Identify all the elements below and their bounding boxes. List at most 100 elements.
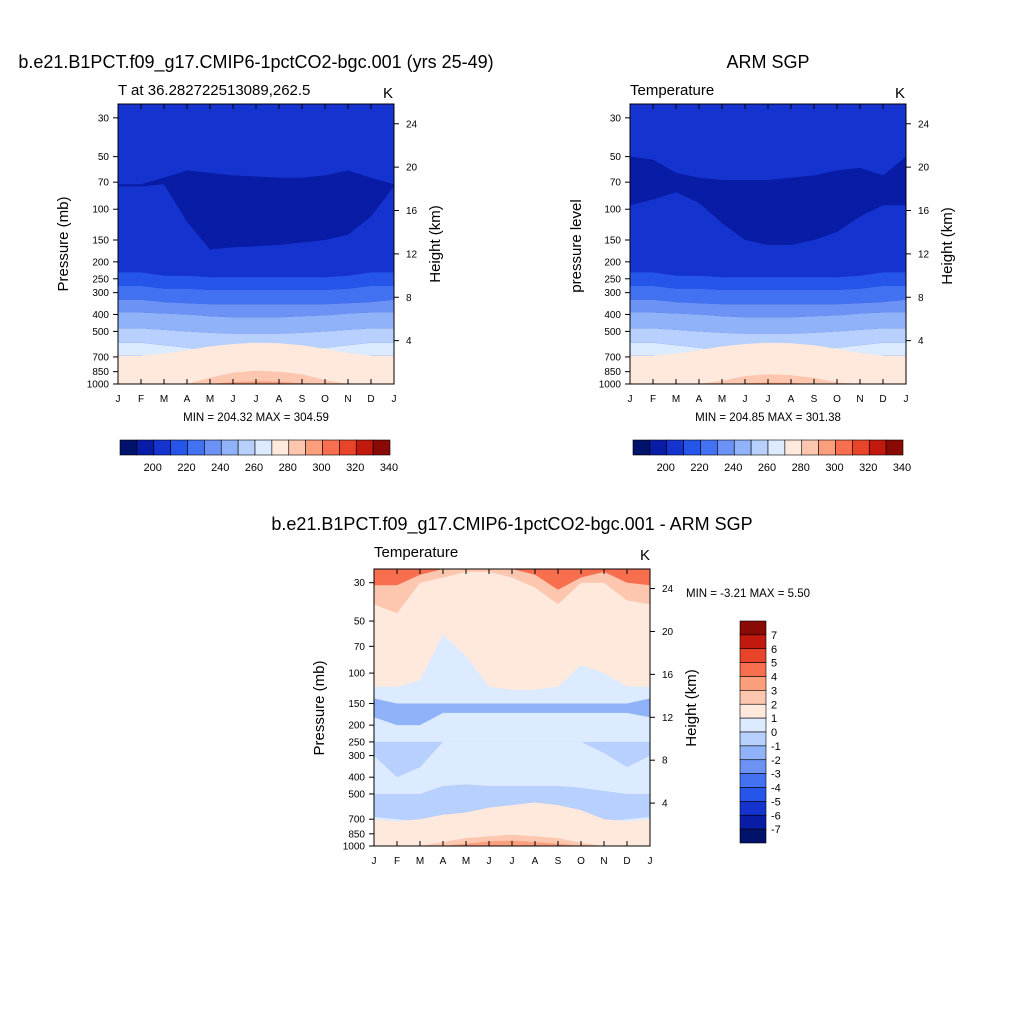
contour-band-4 bbox=[630, 286, 906, 305]
colorbar-label: -4 bbox=[771, 783, 781, 795]
colorbar-cell bbox=[739, 620, 767, 636]
panel-model-colorbar: 200 220 240 260 280 300 320 340 bbox=[119, 439, 398, 474]
colorbar-cell bbox=[739, 787, 767, 802]
colorbar-cell bbox=[649, 439, 668, 456]
x-tick-label: M bbox=[206, 394, 214, 405]
panel-model-ylabel: Pressure (mb) bbox=[55, 196, 72, 291]
colorbar-label: 1 bbox=[771, 713, 777, 725]
y-right-tick-label: 4 bbox=[662, 799, 668, 810]
y-tick-label: 70 bbox=[354, 642, 366, 653]
contour-band-3 bbox=[630, 272, 906, 290]
panel-model-subtitle: T at 36.282722513089,262.5 bbox=[118, 82, 310, 99]
colorbar-label: -7 bbox=[771, 824, 781, 836]
y-tick-label: 30 bbox=[354, 578, 366, 589]
x-tick-label: S bbox=[555, 856, 562, 867]
y-tick-label: 1000 bbox=[599, 380, 622, 391]
x-tick-label: O bbox=[577, 856, 585, 867]
colorbar-cell bbox=[739, 717, 767, 733]
x-tick-label: O bbox=[321, 394, 329, 405]
panel-diff-ylabel: Pressure (mb) bbox=[311, 660, 328, 755]
y-right-tick-label: 8 bbox=[406, 293, 412, 304]
contour-band-7 bbox=[630, 328, 906, 352]
colorbar-cell bbox=[683, 439, 701, 456]
colorbar-cell bbox=[739, 745, 767, 761]
colorbar-cell bbox=[739, 801, 767, 816]
y-tick-label: 400 bbox=[604, 310, 621, 321]
x-tick-label: J bbox=[116, 394, 121, 405]
y-tick-label: 850 bbox=[604, 367, 621, 378]
x-tick-label: A bbox=[532, 856, 539, 867]
panel-obs-ylabel-right: Height (km) bbox=[939, 207, 956, 285]
contour-band-2 bbox=[118, 170, 394, 250]
colorbar-cell bbox=[739, 690, 767, 705]
colorbar-label: -2 bbox=[771, 755, 781, 767]
colorbar-cell bbox=[739, 773, 767, 788]
colorbar-label: -5 bbox=[771, 796, 781, 808]
contour-band-6 bbox=[630, 312, 906, 334]
panel-obs: ARM SGP Temperature K J F M A M J J A S O N D J 30 50 7… bbox=[568, 52, 956, 474]
colorbar-cell bbox=[739, 648, 767, 663]
contour-band-0 bbox=[630, 104, 906, 176]
x-tick-label: J bbox=[743, 394, 748, 405]
panel-obs-subtitle: Temperature bbox=[630, 82, 714, 99]
y-tick-label: 100 bbox=[92, 205, 109, 216]
x-tick-label: A bbox=[696, 394, 703, 405]
colorbar-label: 200 bbox=[657, 462, 675, 474]
colorbar-cell bbox=[220, 439, 239, 456]
y-tick-label: 400 bbox=[92, 310, 109, 321]
y-tick-label: 250 bbox=[348, 737, 365, 748]
contour-band-1 bbox=[374, 634, 650, 742]
contour-band-0 bbox=[374, 569, 650, 690]
panel-model-units: K bbox=[383, 85, 393, 102]
x-tick-label: S bbox=[299, 394, 306, 405]
colorbar-label: 300 bbox=[825, 462, 843, 474]
x-tick-label: D bbox=[367, 394, 374, 405]
colorbar-cell bbox=[136, 439, 155, 456]
y-tick-label: 30 bbox=[98, 113, 110, 124]
colorbar-cell bbox=[339, 439, 357, 456]
contour-band-3 bbox=[374, 741, 650, 794]
colorbar-label: 260 bbox=[758, 462, 776, 474]
x-tick-label: D bbox=[623, 856, 630, 867]
y-right-tick-label: 4 bbox=[406, 336, 412, 347]
panel-obs-ylabel: pressure level bbox=[568, 199, 585, 292]
panel-diff-units: K bbox=[640, 547, 650, 564]
panel-model: b.e21.B1PCT.f09_g17.CMIP6-1pctCO2-bgc.00… bbox=[18, 52, 493, 474]
y-tick-label: 200 bbox=[348, 721, 365, 732]
y-right-tick-label: 12 bbox=[918, 249, 930, 260]
y-tick-label: 150 bbox=[92, 236, 109, 247]
y-tick-label: 100 bbox=[604, 205, 621, 216]
x-tick-label: O bbox=[833, 394, 841, 405]
colorbar-cell bbox=[254, 439, 273, 456]
y-tick-label: 250 bbox=[604, 274, 621, 285]
x-tick-label: A bbox=[788, 394, 795, 405]
colorbar-label: 240 bbox=[724, 462, 742, 474]
contour-band-4 bbox=[118, 286, 394, 305]
panel-diff-subtitle: Temperature bbox=[374, 544, 458, 561]
colorbar-label: 6 bbox=[771, 644, 777, 656]
colorbar-cell bbox=[288, 439, 306, 456]
panel-model-ylabel-right: Height (km) bbox=[427, 205, 444, 283]
contour-band-2 bbox=[630, 156, 906, 245]
x-tick-label: J bbox=[254, 394, 259, 405]
y-tick-label: 50 bbox=[610, 152, 622, 163]
x-tick-label: A bbox=[276, 394, 283, 405]
x-tick-label: J bbox=[648, 856, 653, 867]
y-right-tick-label: 16 bbox=[406, 206, 418, 217]
colorbar-cell bbox=[717, 439, 735, 456]
colorbar-cell bbox=[739, 731, 767, 747]
colorbar-cell bbox=[739, 828, 767, 844]
y-tick-label: 30 bbox=[610, 113, 622, 124]
contour-band-10 bbox=[630, 362, 906, 384]
y-tick-label: 150 bbox=[604, 236, 621, 247]
panel-obs-stats: MIN = 204.85 MAX = 301.38 bbox=[695, 412, 841, 424]
colorbar-cell bbox=[868, 439, 887, 456]
colorbar-label: -6 bbox=[771, 810, 781, 822]
y-tick-label: 250 bbox=[92, 274, 109, 285]
colorbar-cell bbox=[739, 634, 767, 650]
y-tick-label: 850 bbox=[348, 829, 365, 840]
y-right-tick-label: 16 bbox=[918, 206, 930, 217]
colorbar-cell bbox=[700, 439, 718, 456]
y-right-tick-label: 24 bbox=[662, 584, 674, 595]
colorbar-label: 320 bbox=[859, 462, 877, 474]
